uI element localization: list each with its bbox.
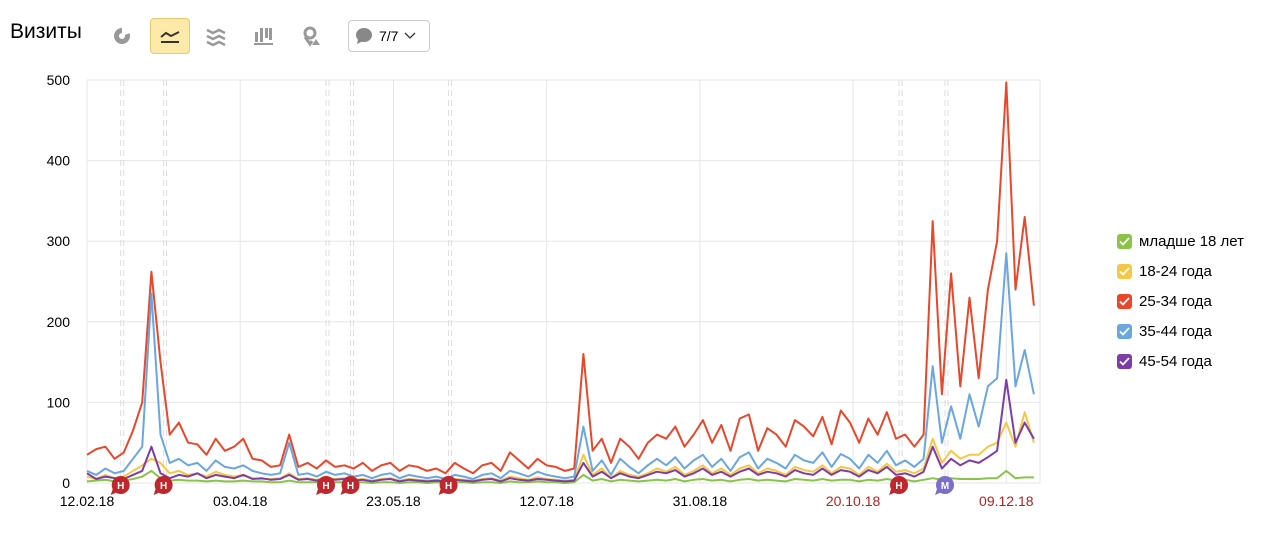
annotation-tail [153, 489, 161, 495]
x-tick-label: 03.04.18 [213, 493, 268, 509]
line-chart-icon [160, 31, 180, 43]
checkbox-checked-icon[interactable] [1117, 353, 1132, 369]
comment-icon [356, 28, 372, 44]
checkbox-checked-icon[interactable] [1117, 263, 1132, 279]
map-icon [303, 26, 320, 47]
legend-item[interactable]: 18-24 года [1117, 256, 1244, 286]
annotation-letter: Н [895, 481, 902, 492]
annotation-tail [889, 489, 897, 495]
legend-label: 45-54 года [1139, 352, 1212, 370]
annotation-marker[interactable]: Н [153, 476, 173, 495]
y-tick-label: 0 [62, 475, 70, 491]
pie-chart-button[interactable] [102, 18, 142, 54]
annotation-bubble-icon [439, 476, 458, 494]
legend-label: 25-34 года [1139, 292, 1212, 310]
y-tick-label: 300 [47, 233, 71, 249]
annotation-tail [438, 489, 446, 495]
legend-item[interactable]: 35-44 года [1117, 316, 1244, 346]
page-title: Визиты [10, 20, 82, 43]
plot-frame [86, 79, 1041, 484]
x-tick-label: 09.12.18 [979, 493, 1034, 509]
annotation-bubble-icon [936, 476, 955, 494]
annotation-letter: Н [117, 481, 124, 492]
line-chart-button[interactable] [150, 18, 190, 54]
y-tick-label: 200 [47, 314, 71, 330]
annotation-bubble-icon [341, 476, 360, 494]
map-button[interactable] [290, 18, 330, 54]
series-line-3 [86, 252, 1035, 480]
annotation-letter: Н [347, 481, 354, 492]
checkbox-checked-icon[interactable] [1117, 293, 1132, 309]
series-line-0 [86, 469, 1034, 484]
annotation-tail [110, 489, 118, 495]
area-chart-button[interactable] [196, 18, 236, 54]
annotation-bubble-icon [317, 476, 336, 494]
x-tick-label: 23.05.18 [366, 493, 421, 509]
checkbox-checked-icon[interactable] [1117, 233, 1132, 249]
x-tick-label: 31.08.18 [673, 493, 728, 509]
annotation-marker[interactable]: Н [889, 476, 909, 495]
legend-label: младше 18 лет [1139, 232, 1245, 250]
x-tick-label: 12.07.18 [519, 493, 574, 509]
annotation-bubble-icon [111, 476, 130, 494]
annotation-marker[interactable]: Н [340, 476, 360, 495]
pie-chart-icon [114, 27, 130, 44]
y-tick-label: 500 [47, 72, 71, 88]
annotation-letter: М [941, 481, 949, 492]
annotation-tail [935, 489, 943, 495]
checkbox-checked-icon[interactable] [1117, 323, 1132, 339]
y-tick-label: 100 [47, 394, 71, 410]
y-tick-label: 400 [47, 153, 71, 169]
annotation-marker[interactable]: М [935, 476, 955, 495]
annotation-marker[interactable]: Н [110, 476, 130, 495]
x-tick-label: 12.02.18 [60, 493, 115, 509]
chevron-down-icon [405, 32, 416, 39]
series-line-2 [86, 81, 1035, 475]
annotations-count: 7/7 [379, 28, 399, 44]
annotation-letter: Н [160, 481, 167, 492]
series-line-4 [86, 378, 1035, 483]
annotations-dropdown[interactable]: 7/7 [348, 20, 430, 52]
annotation-letter: Н [445, 481, 452, 492]
legend: младше 18 лет 18-24 года 25-34 года 35-44 г… [1117, 226, 1244, 376]
bar-chart-button[interactable] [243, 18, 283, 54]
legend-item[interactable]: 45-54 года [1117, 346, 1244, 376]
legend-label: 35-44 года [1139, 322, 1212, 340]
legend-item[interactable]: 25-34 года [1117, 286, 1244, 316]
x-tick-label: 20.10.18 [826, 493, 881, 509]
annotation-marker[interactable]: Н [438, 476, 458, 495]
annotation-letter: Н [322, 481, 329, 492]
annotation-bubble-icon [890, 476, 909, 494]
bar-chart-icon [254, 28, 273, 45]
annotation-bubble-icon [154, 476, 173, 494]
area-chart-icon [206, 28, 226, 46]
legend-label: 18-24 года [1139, 262, 1212, 280]
annotation-tail [316, 489, 324, 495]
annotation-tail [340, 489, 348, 495]
legend-item[interactable]: младше 18 лет [1117, 226, 1244, 256]
annotation-marker[interactable]: Н [316, 476, 336, 495]
